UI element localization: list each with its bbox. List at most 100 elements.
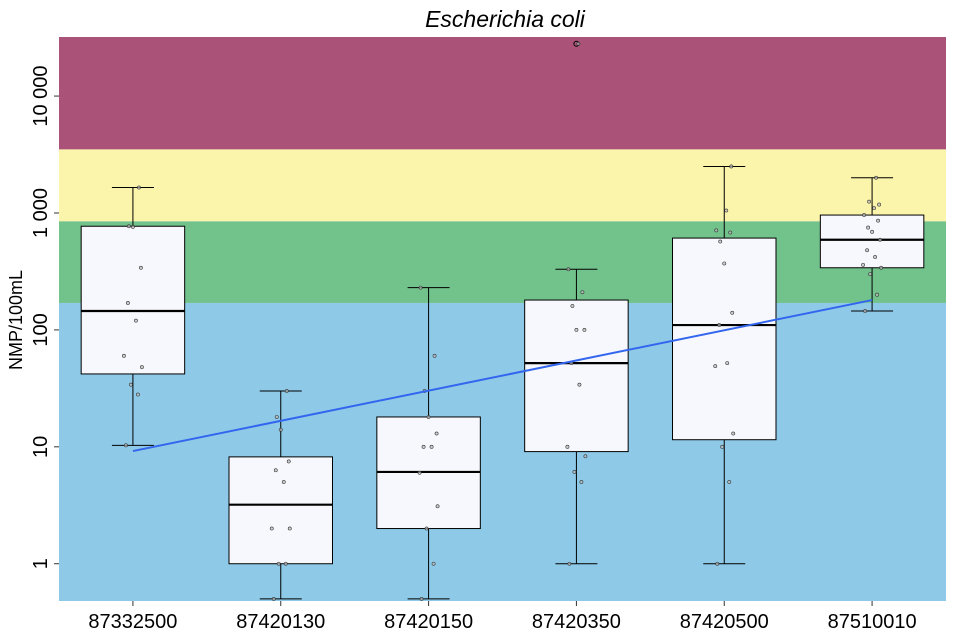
quality-band-3 — [59, 149, 946, 222]
data-point — [281, 480, 286, 484]
data-point — [724, 208, 729, 213]
data-point — [730, 310, 735, 315]
data-point — [129, 382, 133, 387]
trend-line — [132, 299, 873, 453]
data-point — [434, 431, 439, 436]
data-point — [870, 229, 874, 234]
box — [524, 299, 629, 453]
x-axis: 87332500 87420130 87420150 87420350 87420500… — [88, 601, 917, 633]
data-point — [579, 480, 584, 484]
data-point — [127, 224, 131, 229]
data-point — [271, 597, 276, 601]
data-point — [728, 230, 733, 235]
box — [228, 456, 333, 565]
trend-line-group — [132, 299, 873, 453]
data-point — [718, 239, 723, 244]
data-point — [866, 225, 870, 230]
data-point — [570, 304, 575, 308]
data-point — [572, 470, 577, 474]
data-point — [276, 561, 281, 566]
box — [819, 214, 925, 269]
data-point — [720, 444, 725, 449]
data-point — [863, 309, 867, 313]
data-point — [861, 262, 865, 267]
x-tick-label: 87510010 — [828, 611, 917, 633]
data-point — [868, 272, 872, 277]
data-point — [431, 561, 436, 566]
data-point — [715, 561, 720, 566]
data-point — [419, 597, 424, 601]
data-point — [582, 327, 587, 332]
x-tick-label: 87420130 — [236, 611, 325, 633]
data-point — [274, 415, 279, 419]
data-point — [139, 265, 143, 270]
data-point — [278, 427, 283, 432]
boxplots — [80, 40, 925, 600]
data-point — [286, 459, 291, 464]
quality-band-1 — [59, 302, 946, 601]
data-point — [877, 202, 881, 207]
data-point — [269, 526, 274, 531]
data-point — [273, 468, 278, 473]
data-point — [283, 561, 288, 566]
data-point — [566, 267, 571, 272]
data-point — [429, 444, 434, 449]
data-point — [727, 480, 732, 484]
boxplot-87420350 — [524, 40, 629, 565]
x-tick-label: 87420350 — [532, 611, 621, 633]
data-point — [417, 470, 422, 475]
box — [672, 237, 777, 441]
data-point — [131, 225, 135, 229]
y-tick-label: 1 — [30, 558, 52, 569]
data-point — [725, 361, 730, 366]
data-point — [583, 454, 588, 459]
data-point — [865, 248, 869, 253]
data-points — [122, 41, 883, 601]
data-point — [140, 365, 144, 370]
data-point — [435, 504, 440, 509]
data-point — [418, 285, 423, 290]
data-point — [722, 261, 727, 266]
data-point — [717, 323, 722, 327]
boxplot-87510010 — [819, 177, 925, 312]
data-point — [565, 444, 570, 449]
boxplot-87332500 — [80, 187, 186, 446]
data-point — [867, 199, 871, 204]
data-point — [731, 431, 736, 436]
chart-title: Escherichia coli — [425, 6, 586, 32]
data-point — [287, 526, 292, 531]
y-tick-label: 10 000 — [30, 65, 52, 126]
data-point — [426, 415, 431, 419]
data-point — [875, 292, 879, 297]
data-point — [576, 41, 581, 46]
data-point — [124, 443, 128, 448]
data-point — [713, 364, 718, 369]
data-point — [878, 237, 882, 242]
boxplot-87420130 — [228, 390, 333, 600]
data-point — [873, 255, 877, 259]
y-axis: 1 10 100 1 000 10 000 — [30, 65, 59, 569]
data-point — [134, 318, 138, 323]
x-tick-label: 87332500 — [88, 611, 177, 633]
data-point — [424, 526, 429, 531]
y-tick-label: 100 — [30, 313, 52, 346]
data-point — [421, 444, 426, 449]
data-point — [876, 218, 880, 223]
data-point — [862, 213, 866, 217]
x-tick-label: 87420150 — [384, 611, 473, 633]
data-point — [714, 228, 719, 233]
data-point — [284, 389, 289, 393]
data-point — [872, 206, 876, 211]
y-tick-label: 10 — [30, 436, 52, 458]
data-point — [126, 301, 130, 305]
data-point — [432, 353, 437, 358]
boxplot-87420500 — [672, 165, 777, 565]
y-tick-label: 1 000 — [30, 188, 52, 238]
quality-band-4 — [59, 37, 946, 150]
data-point — [567, 561, 572, 566]
data-point — [729, 164, 734, 169]
data-point — [574, 327, 579, 332]
quality-band-2 — [59, 221, 946, 303]
box — [80, 225, 186, 375]
